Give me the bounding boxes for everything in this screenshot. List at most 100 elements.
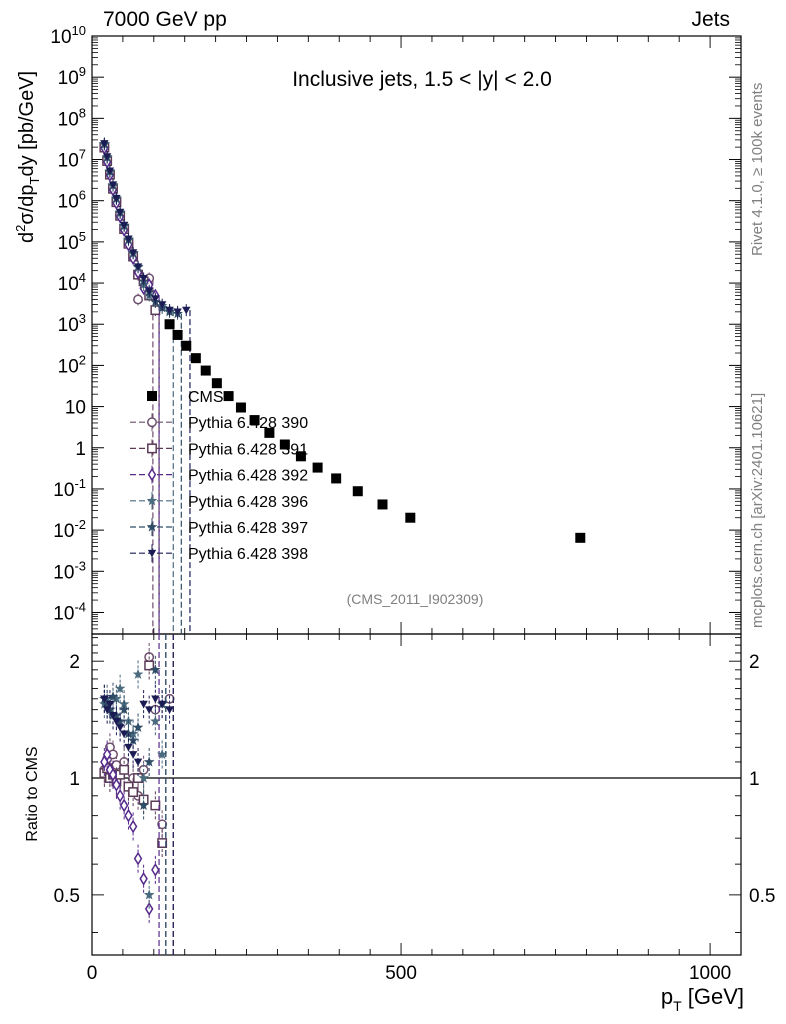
ratio-y-tick-label: 1 — [69, 769, 80, 790]
ratio-series-p392 — [100, 634, 160, 955]
ratio-y-tick-label: 2 — [69, 652, 80, 673]
x-axis-title: pT [GeV] — [661, 984, 744, 1014]
ratio-point — [133, 758, 143, 767]
ratio-point — [143, 756, 155, 767]
data-point — [295, 451, 306, 462]
ratio-series-p398 — [100, 634, 174, 955]
ratio-point — [102, 706, 112, 714]
ratio-y-tick-label-right: 1 — [749, 769, 760, 790]
ratio-point — [132, 721, 144, 732]
legend-label: Pythia 6.428 398 — [188, 546, 308, 563]
ratio-series-p391 — [99, 634, 168, 955]
y-tick-label: 1010 — [50, 23, 86, 48]
ratio-point — [119, 764, 130, 775]
analysis-annotation: (CMS_2011_I902309) — [347, 591, 484, 607]
ratio-point — [165, 706, 174, 714]
data-point — [128, 249, 138, 257]
series-p397 — [99, 137, 183, 634]
legend-marker — [147, 549, 157, 558]
ratio-point — [151, 695, 160, 704]
data-point — [575, 532, 586, 543]
ratio-point — [128, 787, 139, 798]
ratio-point — [108, 712, 118, 720]
y-tick-label: 108 — [58, 105, 86, 130]
ratio-point — [128, 751, 138, 759]
ratio-point — [144, 706, 154, 714]
y-tick-label: 103 — [58, 311, 86, 336]
data-point — [164, 319, 175, 330]
legend-label: Pythia 6.428 391 — [188, 441, 308, 458]
ratio-point — [114, 682, 126, 694]
y-tick-label: 102 — [58, 352, 86, 377]
ratio-y-tick-label: 0.5 — [54, 886, 80, 907]
data-point — [100, 140, 109, 148]
series-p391 — [99, 141, 161, 634]
ratio-point — [150, 664, 161, 675]
y-tick-label: 10-4 — [53, 599, 86, 624]
ratio-point — [151, 862, 160, 877]
ratio-point — [139, 700, 148, 709]
data-point — [181, 340, 192, 351]
y-tick-label: 10 — [65, 398, 86, 419]
ratio-point — [124, 808, 133, 823]
legend-marker — [146, 495, 158, 506]
data-point — [182, 306, 191, 315]
legend-label: Pythia 6.428 396 — [188, 494, 308, 511]
data-point — [200, 365, 211, 376]
data-point — [139, 275, 148, 283]
data-point — [115, 208, 125, 217]
legend-label: CMS — [188, 389, 224, 406]
ratio-point — [138, 772, 149, 783]
ratio-point — [112, 717, 121, 726]
data-point — [144, 287, 154, 295]
ratio-point — [100, 695, 109, 704]
header-energy-label: 7000 GeV pp — [103, 8, 227, 31]
ratio-point — [150, 800, 161, 811]
y-tick-label: 107 — [58, 147, 86, 172]
chart-title: Inclusive jets, 1.5 < |y| < 2.0 — [292, 68, 552, 91]
data-point — [211, 378, 222, 389]
data-point — [331, 473, 342, 484]
data-point — [264, 427, 275, 438]
ratio-point — [132, 668, 144, 679]
header-process-label: Jets — [691, 8, 730, 31]
legend-marker — [147, 391, 157, 401]
legend-label: Pythia 6.428 397 — [188, 520, 308, 537]
legend — [130, 391, 172, 563]
ratio-point — [107, 691, 119, 702]
data-point — [165, 306, 174, 315]
legend-marker — [146, 521, 158, 532]
data-point — [235, 402, 246, 413]
y-tick-label: 10-3 — [53, 558, 86, 583]
ratio-point — [156, 748, 168, 760]
ratio-point — [143, 889, 155, 900]
y-tick-label: 105 — [58, 229, 86, 254]
main-frame — [91, 35, 742, 635]
ratio-point — [144, 660, 155, 671]
x-tick-label: 1000 — [689, 963, 731, 984]
data-point — [279, 439, 290, 450]
ratio-point — [118, 704, 130, 715]
ratio-point — [124, 743, 133, 752]
y-tick-label: 104 — [58, 270, 86, 295]
ratio-frame — [91, 633, 742, 956]
series-p390 — [99, 141, 155, 634]
ratio-point — [133, 851, 143, 866]
legend-label: Pythia 6.428 390 — [188, 415, 308, 432]
legend-marker — [147, 443, 157, 454]
ratio-y-tick-label-right: 0.5 — [749, 886, 775, 907]
y-tick-label: 106 — [58, 188, 86, 213]
legend-marker — [147, 467, 157, 482]
ratio-point — [112, 778, 121, 792]
main-axes: 10-410-310-210-1110102103104105106107108… — [50, 23, 742, 956]
data-point — [119, 221, 129, 230]
y-tick-label: 1 — [75, 439, 86, 460]
ratio-y-title: Ratio to CMS — [24, 746, 41, 841]
data-point — [377, 499, 388, 510]
ratio-point — [108, 767, 118, 782]
data-point — [133, 294, 143, 305]
ratio-point — [115, 788, 125, 803]
series-CMS — [164, 319, 586, 543]
data-point — [249, 415, 260, 426]
